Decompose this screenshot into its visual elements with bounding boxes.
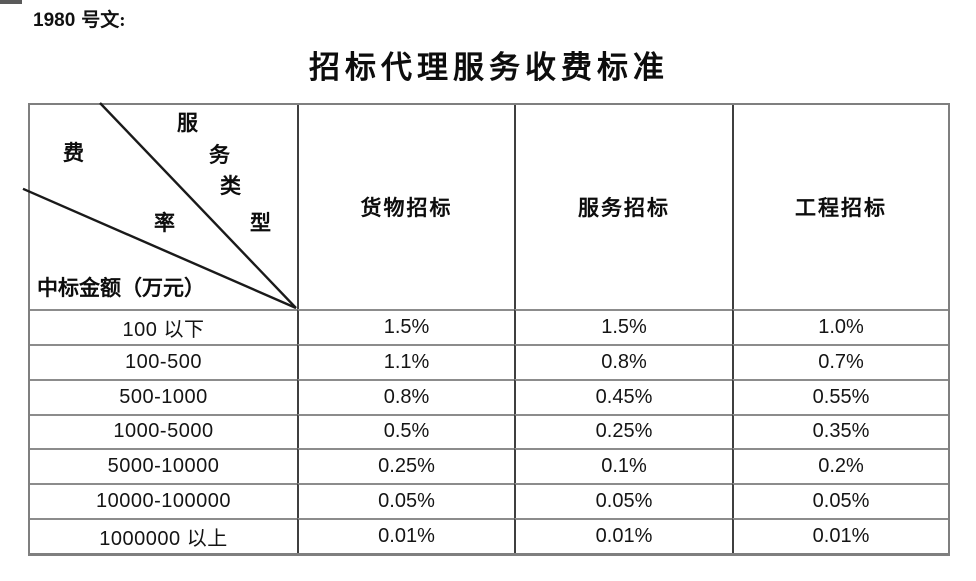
service-rate-cell: 0.1%	[514, 448, 732, 484]
goods-rate-cell: 0.01%	[297, 518, 514, 553]
fee-axis-char: 率	[154, 211, 175, 235]
goods-rate-cell: 0.05%	[297, 483, 514, 519]
engineering-rate-cell: 0.7%	[732, 343, 948, 379]
page-title: 招标代理服务收费标准	[309, 50, 669, 85]
amount-range-cell: 100 以下	[30, 309, 297, 344]
window-edge-artifact	[0, 0, 22, 4]
diagonal-divider-lines	[22, 102, 297, 310]
goods-rate-cell: 0.8%	[297, 378, 514, 414]
column-header-service: 服务招标	[514, 105, 732, 309]
corner-header-cell: 费 率 服 务 类 型 中标金额（万元）	[22, 102, 297, 310]
amount-range-cell: 1000-5000	[30, 413, 297, 449]
service-rate-cell: 0.05%	[514, 483, 732, 519]
service-rate-cell: 0.25%	[514, 413, 732, 449]
fee-table: 费 率 服 务 类 型 中标金额（万元） 货物招标 服务招标 工程招标 100 …	[22, 102, 950, 556]
amount-range-cell: 5000-10000	[30, 448, 297, 483]
amount-range-cell: 1000000 以上	[30, 518, 297, 553]
goods-rate-cell: 0.25%	[297, 448, 514, 484]
engineering-rate-cell: 0.01%	[732, 518, 948, 553]
amount-range-cell: 10000-100000	[30, 483, 297, 518]
goods-rate-cell: 1.5%	[297, 309, 514, 344]
goods-rate-cell: 0.5%	[297, 413, 514, 449]
service-rate-cell: 0.45%	[514, 378, 732, 414]
type-axis-char: 型	[250, 211, 271, 235]
fee-axis-char: 费	[63, 141, 84, 165]
engineering-rate-cell: 1.0%	[732, 309, 948, 344]
service-rate-cell: 1.5%	[514, 309, 732, 344]
engineering-rate-cell: 0.05%	[732, 483, 948, 519]
type-axis-char: 类	[220, 174, 241, 198]
column-header-engineering: 工程招标	[732, 105, 948, 309]
type-axis-char: 服	[177, 111, 198, 135]
amount-range-cell: 500-1000	[30, 378, 297, 414]
amount-range-cell: 100-500	[30, 343, 297, 379]
service-rate-cell: 0.8%	[514, 343, 732, 379]
doc-reference-number: 1980	[33, 10, 76, 31]
engineering-rate-cell: 0.35%	[732, 413, 948, 449]
amount-axis-label: 中标金额（万元）	[37, 276, 205, 300]
column-header-goods: 货物招标	[297, 105, 514, 309]
goods-rate-cell: 1.1%	[297, 343, 514, 379]
engineering-rate-cell: 0.2%	[732, 448, 948, 484]
engineering-rate-cell: 0.55%	[732, 378, 948, 414]
doc-reference: 1980 号文:	[33, 5, 126, 32]
service-rate-cell: 0.01%	[514, 518, 732, 553]
type-axis-char: 务	[209, 143, 230, 167]
doc-reference-label: 号文:	[81, 10, 126, 31]
